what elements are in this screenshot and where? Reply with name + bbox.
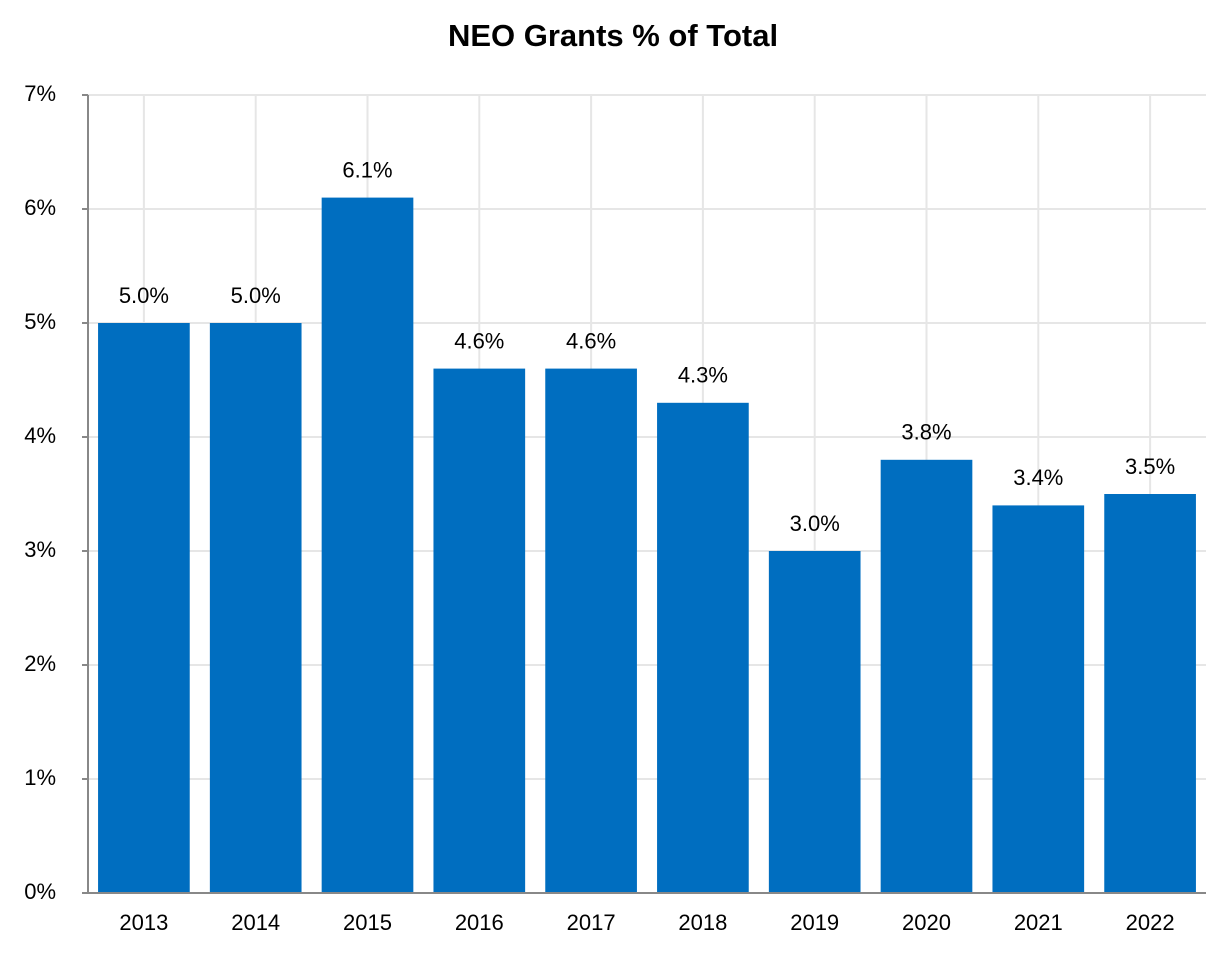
- y-tick-label: 5%: [24, 309, 56, 334]
- value-label: 6.1%: [342, 157, 392, 182]
- y-tick-label: 1%: [24, 765, 56, 790]
- bar: [321, 197, 414, 894]
- x-tick-label: 2015: [343, 910, 392, 935]
- bar: [545, 368, 637, 894]
- value-label: 3.8%: [901, 420, 951, 445]
- y-tick-label: 7%: [24, 81, 56, 106]
- x-tick-label: 2017: [567, 910, 616, 935]
- value-label: 5.0%: [119, 283, 169, 308]
- y-tick-label: 2%: [24, 651, 56, 676]
- chart-title: NEO Grants % of Total: [448, 18, 778, 53]
- y-tick-label: 6%: [24, 195, 56, 220]
- bar: [209, 323, 302, 893]
- x-tick-label: 2022: [1126, 910, 1175, 935]
- x-tick-label: 2016: [455, 910, 504, 935]
- x-tick-label: 2014: [231, 910, 280, 935]
- value-label: 4.6%: [566, 328, 616, 353]
- bar: [1104, 494, 1196, 893]
- value-label: 3.5%: [1125, 454, 1175, 479]
- value-label: 3.0%: [790, 511, 840, 536]
- x-tick-label: 2018: [678, 910, 727, 935]
- y-tick-label: 4%: [24, 423, 56, 448]
- value-label: 4.3%: [678, 363, 728, 388]
- bar: [433, 368, 526, 894]
- value-label: 3.4%: [1013, 465, 1063, 490]
- value-label: 5.0%: [231, 283, 281, 308]
- value-label: 4.6%: [454, 328, 504, 353]
- x-tick-label: 2019: [790, 910, 839, 935]
- x-tick-label: 2021: [1014, 910, 1063, 935]
- bar: [657, 402, 749, 893]
- y-tick-label: 0%: [24, 879, 56, 904]
- y-tick-label: 3%: [24, 537, 56, 562]
- bar: [768, 551, 861, 893]
- bar: [992, 505, 1085, 893]
- bar: [98, 323, 190, 893]
- x-tick-label: 2020: [902, 910, 951, 935]
- x-tick-label: 2013: [119, 910, 168, 935]
- bar: [880, 459, 973, 893]
